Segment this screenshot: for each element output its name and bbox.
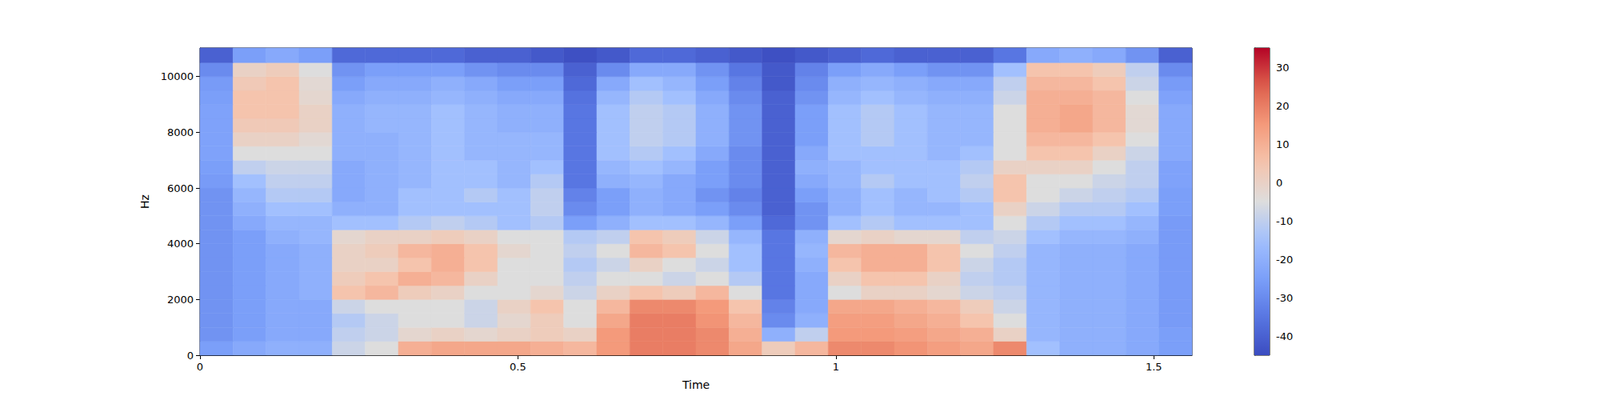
svg-text:4000: 4000 bbox=[167, 237, 194, 250]
svg-text:-10: -10 bbox=[1276, 215, 1293, 228]
svg-text:0: 0 bbox=[196, 360, 204, 373]
svg-text:Time: Time bbox=[681, 378, 710, 392]
svg-text:1.5: 1.5 bbox=[1145, 360, 1163, 373]
svg-text:0: 0 bbox=[187, 349, 194, 362]
svg-text:-40: -40 bbox=[1276, 330, 1293, 343]
svg-text:2000: 2000 bbox=[167, 293, 194, 306]
svg-text:1: 1 bbox=[832, 360, 840, 373]
svg-text:8000: 8000 bbox=[167, 126, 194, 139]
svg-text:10: 10 bbox=[1276, 138, 1290, 151]
svg-text:6000: 6000 bbox=[167, 182, 194, 195]
svg-text:0: 0 bbox=[1276, 176, 1283, 189]
svg-text:10000: 10000 bbox=[160, 70, 194, 83]
svg-text:-30: -30 bbox=[1276, 292, 1293, 304]
svg-text:Hz: Hz bbox=[138, 194, 152, 209]
svg-text:0.5: 0.5 bbox=[509, 360, 527, 373]
svg-text:-20: -20 bbox=[1276, 253, 1293, 266]
svg-text:30: 30 bbox=[1276, 61, 1290, 74]
svg-text:20: 20 bbox=[1276, 100, 1290, 112]
